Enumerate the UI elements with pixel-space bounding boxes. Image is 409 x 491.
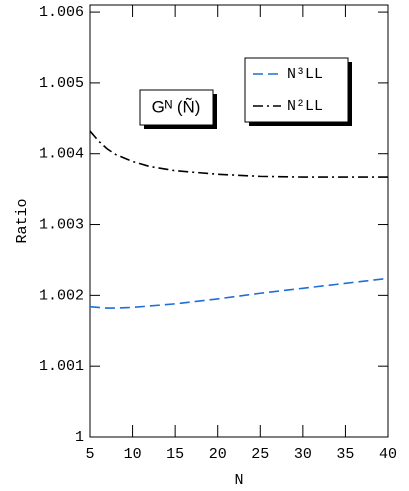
y-tick-label: 1.002 <box>39 287 84 304</box>
line-series <box>89 277 389 309</box>
x-tick-label: 20 <box>209 446 227 463</box>
y-tick-label: 1 <box>75 429 84 446</box>
annotation: Gᴺ (Ñ) <box>152 97 201 116</box>
x-tick-label: 30 <box>294 446 312 463</box>
x-tick-label: 25 <box>251 446 269 463</box>
y-axis-label: Ratio <box>14 198 31 243</box>
x-tick-label: 35 <box>336 446 354 463</box>
legend-label: N³LL <box>287 66 323 83</box>
y-tick-label: 1.003 <box>39 217 84 234</box>
y-tick-label: 1.005 <box>39 75 84 92</box>
x-axis-label: N <box>234 472 243 489</box>
plot-frame <box>89 4 389 438</box>
y-tick-label: 1.001 <box>39 358 84 375</box>
annotation-box <box>139 89 214 126</box>
x-tick-label: 15 <box>166 446 184 463</box>
y-tick-label: 1.004 <box>39 146 84 163</box>
x-tick-label: 40 <box>379 446 397 463</box>
x-tick-label: 5 <box>85 446 94 463</box>
legend-label: N²LL <box>287 98 323 115</box>
y-tick-label: 1.006 <box>39 4 84 21</box>
line-series <box>89 130 388 178</box>
legend-box <box>244 57 349 123</box>
x-tick-label: 10 <box>124 446 142 463</box>
